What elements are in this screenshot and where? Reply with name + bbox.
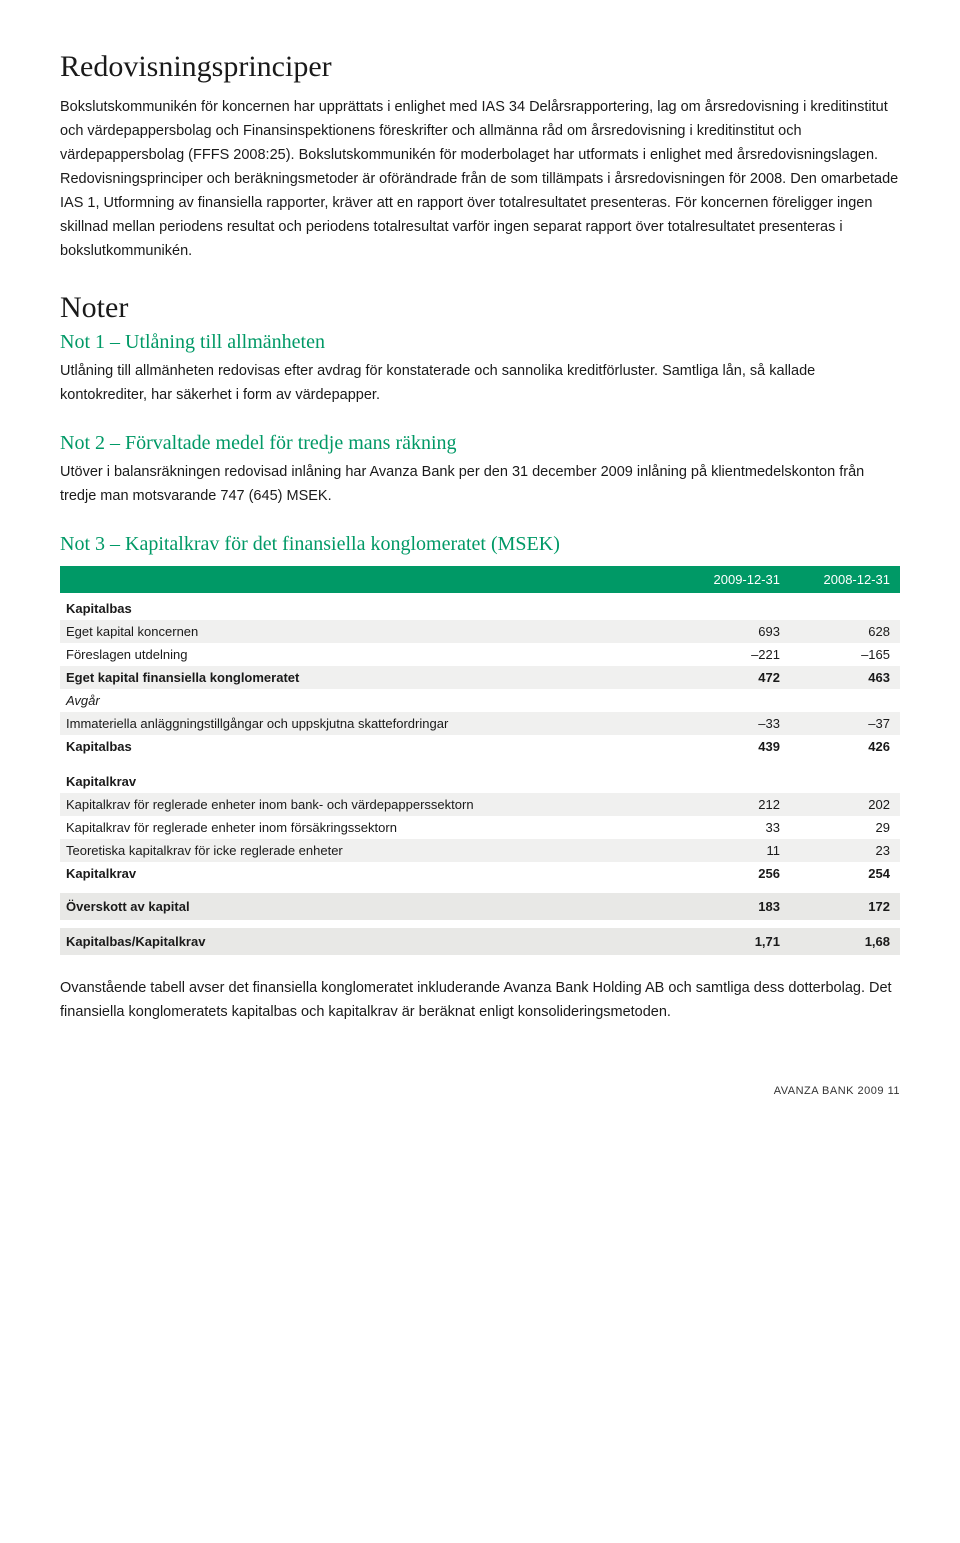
cell-label: Kapitalbas: [60, 593, 680, 620]
cell-val: –165: [790, 643, 900, 666]
section-heading-noter: Noter: [60, 291, 900, 325]
section-heading-redovisning: Redovisningsprinciper: [60, 50, 900, 84]
table-header-row: 2009-12-31 2008-12-31: [60, 566, 900, 593]
page-footer: AVANZA BANK 2009 11: [60, 1085, 900, 1097]
cell-val: [680, 766, 790, 793]
cell-val: 1,68: [790, 928, 900, 955]
cell-label: Kapitalkrav: [60, 766, 680, 793]
table-row: Kapitalbas 439 426: [60, 735, 900, 758]
cell-label: Avgår: [60, 689, 680, 712]
cell-val: 463: [790, 666, 900, 689]
cell-val: 172: [790, 893, 900, 920]
cell-val: 693: [680, 620, 790, 643]
table-row: Överskott av kapital 183 172: [60, 893, 900, 920]
table-row: Eget kapital koncernen 693 628: [60, 620, 900, 643]
cell-val: 628: [790, 620, 900, 643]
cell-val: 29: [790, 816, 900, 839]
cell-val: [790, 689, 900, 712]
cell-label: Kapitalkrav för reglerade enheter inom f…: [60, 816, 680, 839]
cell-label: Eget kapital koncernen: [60, 620, 680, 643]
note-3: Not 3 – Kapitalkrav för det finansiella …: [60, 533, 900, 1025]
note-3-after: Ovanstående tabell avser det finansiella…: [60, 977, 900, 1025]
table-row: Kapitalbas/Kapitalkrav 1,71 1,68: [60, 928, 900, 955]
table-spacer: [60, 920, 900, 928]
table-header-col1: 2009-12-31: [680, 566, 790, 593]
cell-val: 183: [680, 893, 790, 920]
cell-val: 254: [790, 862, 900, 885]
cell-val: 202: [790, 793, 900, 816]
cell-val: 472: [680, 666, 790, 689]
cell-val: 23: [790, 839, 900, 862]
cell-val: –33: [680, 712, 790, 735]
cell-val: 11: [680, 839, 790, 862]
cell-val: 256: [680, 862, 790, 885]
cell-val: –37: [790, 712, 900, 735]
cell-label: Överskott av kapital: [60, 893, 680, 920]
note-2-body: Utöver i balansräkningen redovisad inlån…: [60, 461, 900, 509]
table-row: Kapitalkrav för reglerade enheter inom b…: [60, 793, 900, 816]
table-header-empty: [60, 566, 680, 593]
note-2-title: Not 2 – Förvaltade medel för tredje mans…: [60, 432, 900, 455]
note-1-body: Utlåning till allmänheten redovisas efte…: [60, 360, 900, 408]
cell-label: Föreslagen utdelning: [60, 643, 680, 666]
cell-label: Eget kapital finansiella konglomeratet: [60, 666, 680, 689]
table-row: Kapitalkrav 256 254: [60, 862, 900, 885]
cell-val: 33: [680, 816, 790, 839]
note-2: Not 2 – Förvaltade medel för tredje mans…: [60, 432, 900, 509]
table-row: Föreslagen utdelning –221 –165: [60, 643, 900, 666]
cell-label: Kapitalbas/Kapitalkrav: [60, 928, 680, 955]
cell-label: Kapitalbas: [60, 735, 680, 758]
table-row: Avgår: [60, 689, 900, 712]
table-spacer: [60, 885, 900, 893]
cell-val: [790, 766, 900, 793]
cell-val: [790, 593, 900, 620]
cell-val: [680, 593, 790, 620]
note-3-table: 2009-12-31 2008-12-31 Kapitalbas Eget ka…: [60, 566, 900, 955]
cell-val: 212: [680, 793, 790, 816]
table-row: Kapitalkrav för reglerade enheter inom f…: [60, 816, 900, 839]
table-row: Teoretiska kapitalkrav för icke reglerad…: [60, 839, 900, 862]
table-row: Kapitalkrav: [60, 766, 900, 793]
cell-label: Immateriella anläggningstillgångar och u…: [60, 712, 680, 735]
cell-val: 426: [790, 735, 900, 758]
note-3-title: Not 3 – Kapitalkrav för det finansiella …: [60, 533, 900, 556]
cell-val: [680, 689, 790, 712]
cell-label: Kapitalkrav för reglerade enheter inom b…: [60, 793, 680, 816]
note-1: Not 1 – Utlåning till allmänheten Utlåni…: [60, 331, 900, 408]
table-row: Eget kapital finansiella konglomeratet 4…: [60, 666, 900, 689]
note-1-title: Not 1 – Utlåning till allmänheten: [60, 331, 900, 354]
cell-val: –221: [680, 643, 790, 666]
cell-label: Teoretiska kapitalkrav för icke reglerad…: [60, 839, 680, 862]
table-header-col2: 2008-12-31: [790, 566, 900, 593]
cell-val: 439: [680, 735, 790, 758]
cell-val: 1,71: [680, 928, 790, 955]
table-row: Immateriella anläggningstillgångar och u…: [60, 712, 900, 735]
cell-label: Kapitalkrav: [60, 862, 680, 885]
table-row: Kapitalbas: [60, 593, 900, 620]
table-spacer: [60, 758, 900, 766]
body-paragraph-1: Bokslutskommunikén för koncernen har upp…: [60, 96, 900, 263]
